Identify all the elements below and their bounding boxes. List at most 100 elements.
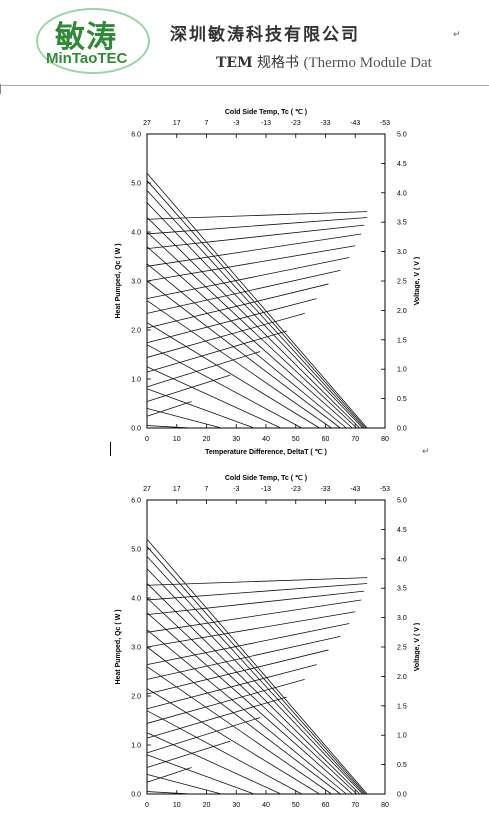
text-cursor[interactable]: [110, 442, 111, 456]
voltage-curve: [146, 351, 261, 388]
heat-pumped-curve: [146, 556, 365, 795]
logo: [36, 8, 150, 74]
voltage-curve: [146, 283, 329, 329]
right-tick-label: 5.0: [397, 132, 407, 139]
heat-pumped-curve: [146, 408, 222, 429]
subtitle-spec: 规格书: [257, 55, 300, 71]
heat-pumped-curve: [146, 322, 320, 429]
heat-pumped-curve: [146, 202, 363, 429]
voltage-curve: [146, 257, 350, 300]
heat-pumped-curve: [146, 754, 255, 795]
x-axis-title: Temperature Difference, DeltaT ( ℃ ): [205, 448, 327, 456]
heat-pumped-curve: [146, 774, 222, 795]
right-tick-label: 4.0: [397, 556, 407, 563]
voltage-curve: [146, 636, 341, 680]
right-tick-label: 2.5: [397, 279, 407, 286]
x-tick-label: 80: [381, 436, 389, 443]
left-tick-label: 4.0: [131, 230, 141, 237]
heat-pumped-curve: [146, 612, 353, 795]
top-tick-label: 17: [173, 120, 181, 127]
voltage-curve: [146, 599, 362, 633]
logo-english-text: MinTaoTEC: [46, 50, 128, 67]
left-axis-title: Heat Pumped, Qc ( W ): [115, 609, 122, 684]
heat-pumped-curve: [146, 791, 192, 795]
voltage-curve: [146, 664, 317, 710]
heat-pumped-curve: [146, 263, 347, 429]
voltage-curve: [146, 312, 305, 358]
heat-pumped-curve: [146, 629, 347, 795]
top-tick-label: 27: [143, 120, 151, 127]
subtitle-tem: TEM: [216, 55, 253, 71]
voltage-curve: [146, 583, 368, 601]
top-tick-label: -33: [320, 120, 330, 127]
right-tick-label: 3.5: [397, 220, 407, 227]
left-tick-label: 3.0: [131, 279, 141, 286]
right-tick-label: 1.5: [397, 703, 407, 710]
plot-frame: [146, 133, 386, 429]
heat-pumped-curve: [146, 388, 255, 429]
x-tick-label: 70: [351, 436, 359, 443]
voltage-curve: [146, 717, 261, 754]
right-tick-label: 1.5: [397, 337, 407, 344]
heat-pumped-curve: [146, 231, 358, 429]
heat-pumped-curve: [146, 646, 341, 795]
heat-pumped-curve: [146, 344, 302, 429]
top-tick-label: -53: [380, 120, 390, 127]
heat-pumped-curve: [146, 246, 353, 429]
x-tick-label: 0: [145, 802, 149, 809]
top-tick-label: -53: [380, 486, 390, 493]
top-tick-label: 17: [173, 486, 181, 493]
top-tick-label: 7: [205, 486, 209, 493]
left-tick-label: 2.0: [131, 328, 141, 335]
left-tick-label: 5.0: [131, 547, 141, 554]
voltage-curve: [146, 245, 356, 282]
heat-pumped-curve: [146, 597, 358, 795]
heat-pumped-curve: [146, 568, 363, 795]
x-tick-label: 60: [322, 802, 330, 809]
heat-pumped-curve: [146, 546, 366, 795]
x-tick-label: 50: [292, 436, 300, 443]
voltage-curve: [146, 740, 231, 768]
x-tick-label: 10: [173, 436, 181, 443]
voltage-curve: [146, 401, 192, 417]
heat-pumped-curve: [146, 688, 320, 795]
voltage-curve: [146, 696, 287, 739]
left-tick-label: 1.0: [131, 377, 141, 384]
document-subtitle: TEM 规格书 (Thermo Module Dat: [216, 52, 432, 72]
top-tick-label: -23: [291, 120, 301, 127]
voltage-curve: [146, 649, 329, 695]
paragraph-mark-icon: ↵: [422, 447, 430, 457]
top-tick-label: -13: [261, 120, 271, 127]
voltage-curve: [146, 577, 368, 586]
x-tick-label: 30: [232, 802, 240, 809]
top-tick-label: -3: [233, 120, 239, 127]
heat-pumped-curve: [146, 666, 332, 795]
x-tick-label: 80: [381, 802, 389, 809]
right-tick-label: 1.0: [397, 733, 407, 740]
right-axis-title: Voltage, V ( V ): [414, 257, 420, 306]
right-tick-label: 4.5: [397, 527, 407, 534]
voltage-curve: [146, 233, 362, 267]
voltage-curve: [146, 270, 341, 314]
paragraph-mark-icon: ↵: [453, 30, 461, 40]
x-tick-label: 60: [322, 436, 330, 443]
right-tick-label: 0.0: [397, 792, 407, 799]
x-tick-label: 20: [203, 802, 211, 809]
top-tick-label: -33: [320, 486, 330, 493]
heat-pumped-curve: [146, 172, 368, 429]
header-divider: [0, 85, 489, 86]
top-tick-label: -3: [233, 486, 239, 493]
left-tick-label: 0.0: [131, 792, 141, 799]
right-tick-label: 0.0: [397, 426, 407, 433]
right-tick-label: 4.0: [397, 190, 407, 197]
x-tick-label: 70: [351, 802, 359, 809]
right-tick-label: 3.0: [397, 615, 407, 622]
top-tick-label: -43: [350, 120, 360, 127]
voltage-curve: [146, 298, 317, 344]
x-tick-label: 40: [262, 802, 270, 809]
x-tick-label: 50: [292, 802, 300, 809]
x-tick-label: 20: [203, 436, 211, 443]
x-tick-label: 40: [262, 436, 270, 443]
subtitle-english: (Thermo Module Dat: [303, 55, 432, 71]
right-tick-label: 1.0: [397, 367, 407, 374]
